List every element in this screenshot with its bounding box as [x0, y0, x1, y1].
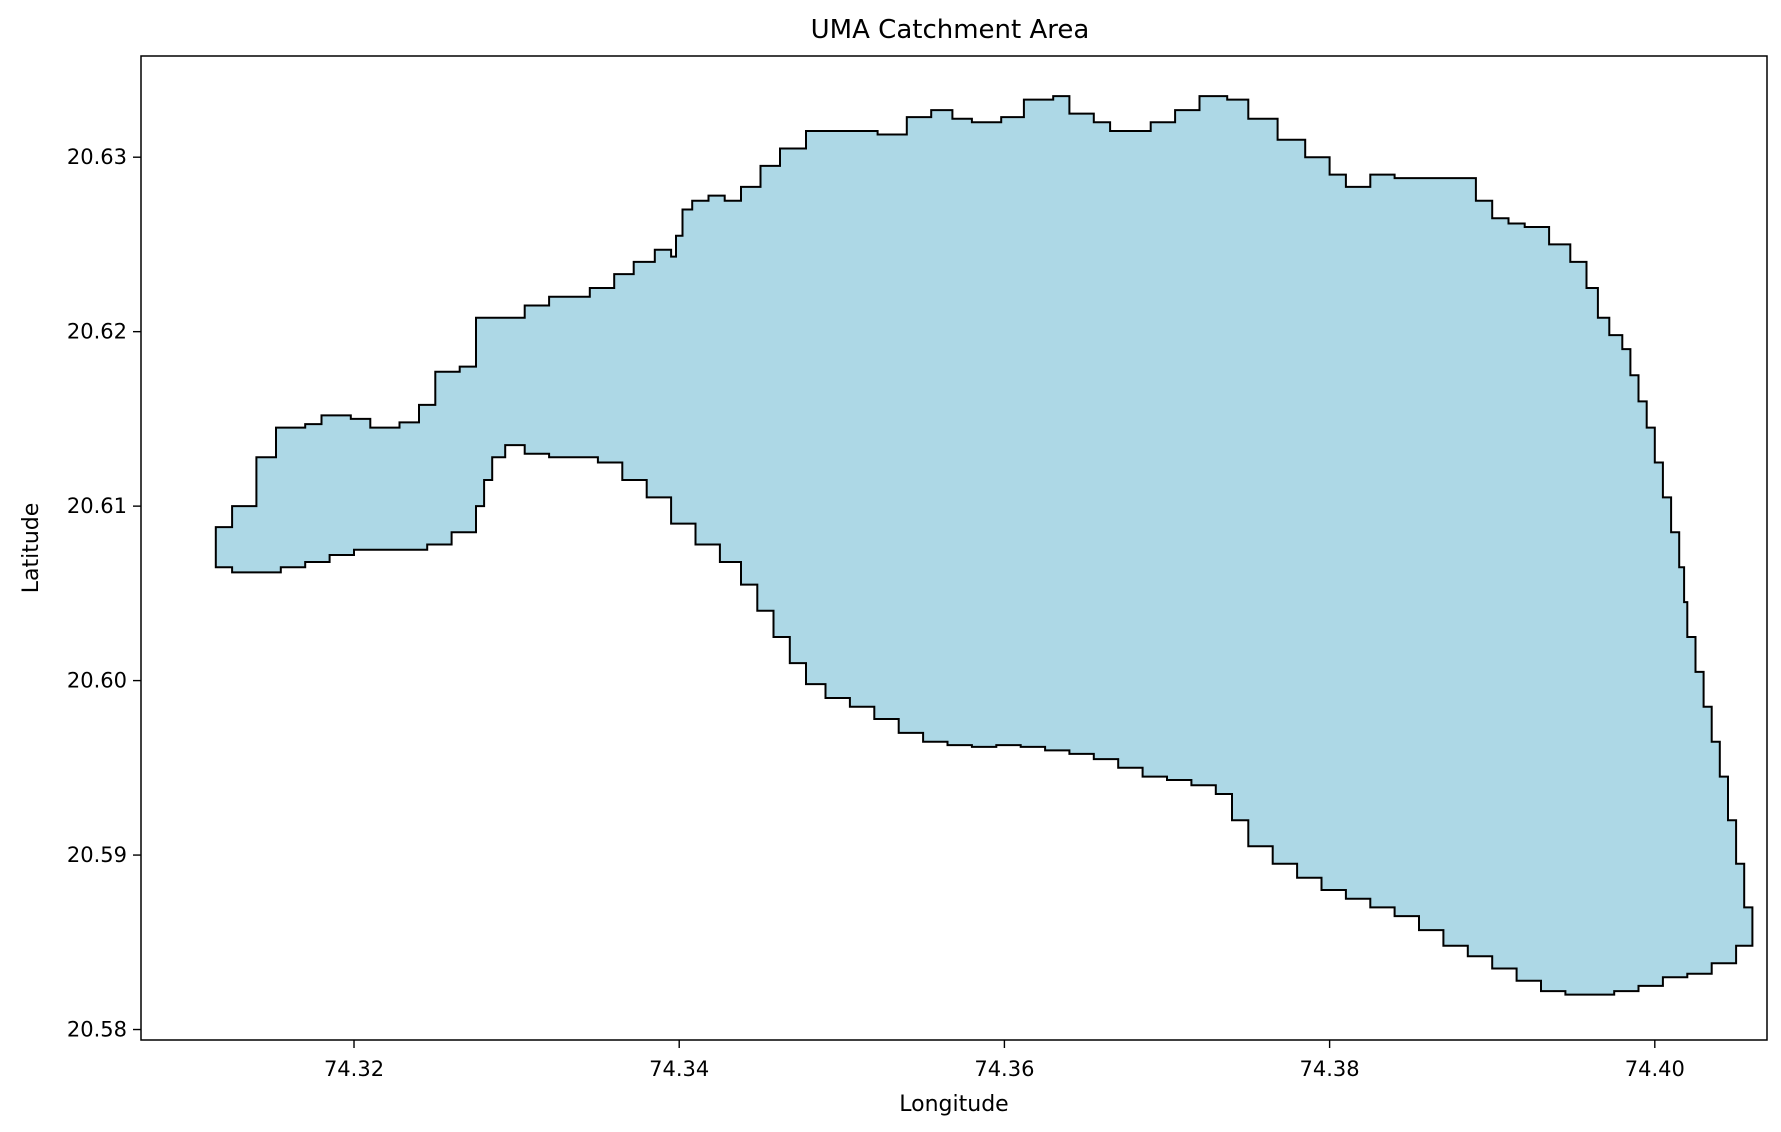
x-tick-label: 74.38: [1300, 1057, 1360, 1081]
y-tick-label: 20.59: [67, 843, 127, 867]
plot-area: [140, 55, 1768, 1041]
y-tick-label: 20.62: [67, 320, 127, 344]
x-axis-label: Longitude: [899, 1092, 1008, 1117]
chart-title: UMA Catchment Area: [811, 15, 1090, 45]
axes-frame: [140, 55, 1768, 1041]
y-tick-label: 20.63: [67, 145, 127, 169]
x-tick-label: 74.40: [1625, 1057, 1685, 1081]
y-axis-ticks: 20.58 20.59 20.60 20.61 20.62 20.63: [67, 145, 141, 1042]
x-tick-label: 74.34: [649, 1057, 709, 1081]
y-tick-label: 20.60: [67, 669, 127, 693]
x-tick-label: 74.36: [974, 1057, 1034, 1081]
x-axis-ticks: 74.32 74.34 74.36 74.38 74.40: [324, 1040, 1685, 1081]
x-tick-label: 74.32: [324, 1057, 384, 1081]
y-tick-label: 20.58: [67, 1018, 127, 1042]
catchment-area-polygon: [214, 95, 1754, 996]
y-tick-label: 20.61: [67, 494, 127, 518]
y-axis-label: Latitude: [19, 503, 44, 594]
